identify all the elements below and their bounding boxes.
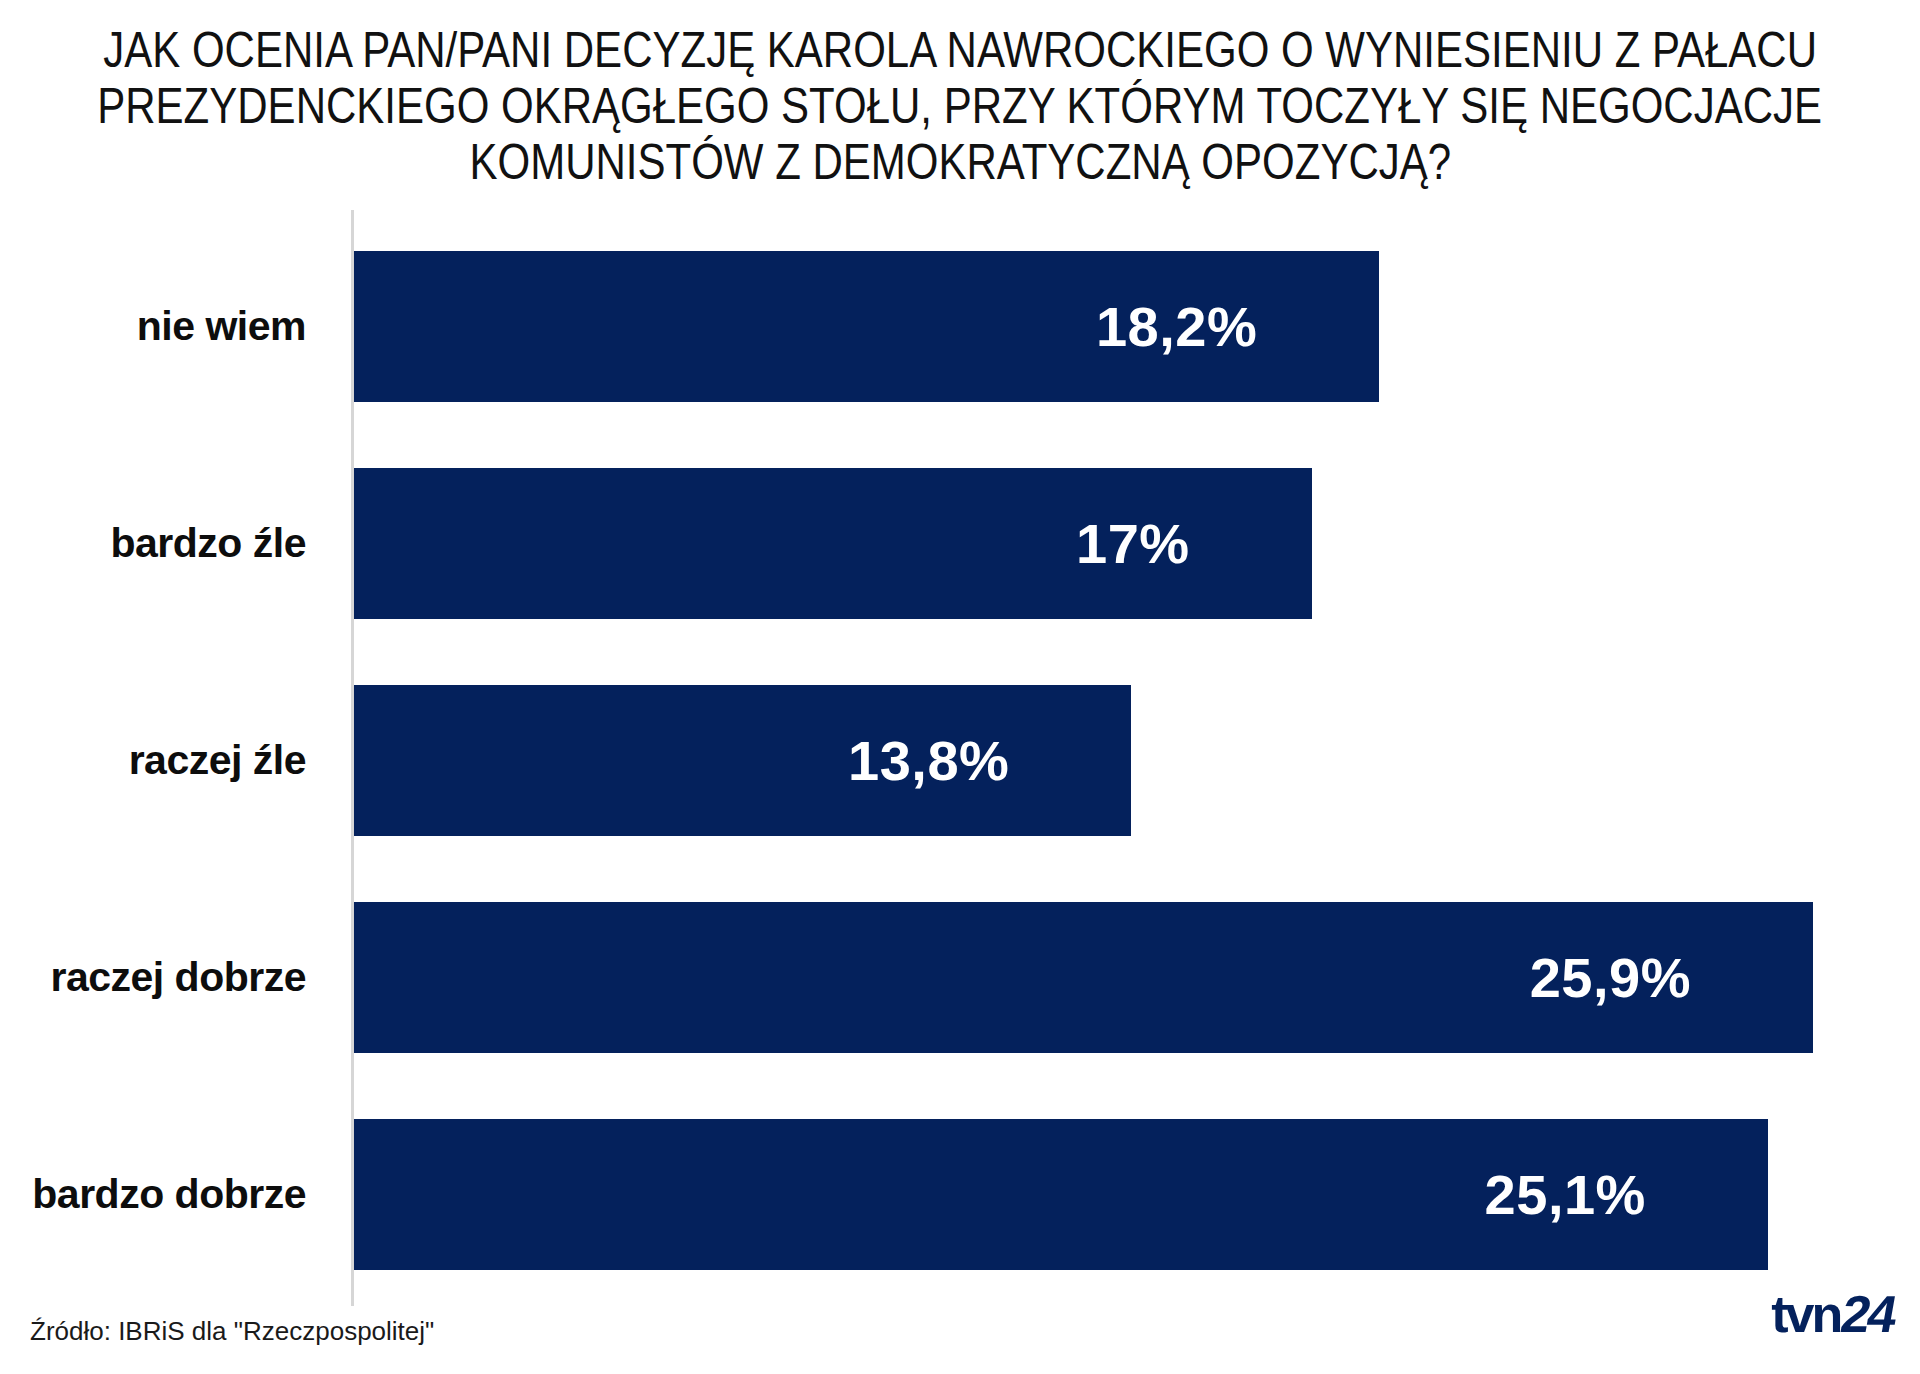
value-label: 25,1% — [1485, 1162, 1768, 1227]
category-label: nie wiem — [0, 303, 354, 350]
category-label: raczej dobrze — [0, 954, 354, 1001]
source-credit: Źródło: IBRiS dla "Rzeczpospolitej" — [30, 1316, 434, 1347]
bar-row: bardzo źle 17% — [0, 435, 1920, 652]
tvn24-logo-tvn: tvn — [1771, 1288, 1840, 1340]
bar: 18,2% — [354, 251, 1379, 402]
category-label: bardzo dobrze — [0, 1171, 354, 1218]
value-label: 18,2% — [1096, 294, 1379, 359]
bar-row: raczej źle 13,8% — [0, 652, 1920, 869]
bar-chart: nie wiem 18,2% bardzo źle 17% raczej źle… — [0, 218, 1920, 1303]
bar-row: raczej dobrze 25,9% — [0, 869, 1920, 1086]
bar-track: 17% — [354, 468, 1920, 619]
bar: 13,8% — [354, 685, 1131, 836]
value-label: 25,9% — [1530, 945, 1813, 1010]
bar-track: 25,9% — [354, 902, 1920, 1053]
bar: 17% — [354, 468, 1312, 619]
bar-row: nie wiem 18,2% — [0, 218, 1920, 435]
bar: 25,1% — [354, 1119, 1768, 1270]
category-label: bardzo źle — [0, 520, 354, 567]
bar: 25,9% — [354, 902, 1813, 1053]
bar-rows: nie wiem 18,2% bardzo źle 17% raczej źle… — [0, 218, 1920, 1303]
chart-title-line-2: PREZYDENCKIEGO OKRĄGŁEGO STOŁU, PRZY KTÓ… — [98, 78, 1823, 134]
bar-track: 13,8% — [354, 685, 1920, 836]
bar-track: 25,1% — [354, 1119, 1920, 1270]
category-label: raczej źle — [0, 737, 354, 784]
chart-title-line-3: KOMUNISTÓW Z DEMOKRATYCZNĄ OPOZYCJĄ? — [469, 134, 1451, 190]
tvn24-logo: tvn 24 — [1771, 1288, 1894, 1340]
bar-row: bardzo dobrze 25,1% — [0, 1086, 1920, 1303]
tvn24-logo-24: 24 — [1838, 1288, 1899, 1340]
infographic-page: JAK OCENIA PAN/PANI DECYZJĘ KAROLA NAWRO… — [0, 0, 1920, 1374]
chart-title: JAK OCENIA PAN/PANI DECYZJĘ KAROLA NAWRO… — [0, 22, 1920, 190]
chart-title-line-1: JAK OCENIA PAN/PANI DECYZJĘ KAROLA NAWRO… — [103, 22, 1817, 78]
value-label: 17% — [1076, 511, 1312, 576]
value-label: 13,8% — [848, 728, 1131, 793]
bar-track: 18,2% — [354, 251, 1920, 402]
